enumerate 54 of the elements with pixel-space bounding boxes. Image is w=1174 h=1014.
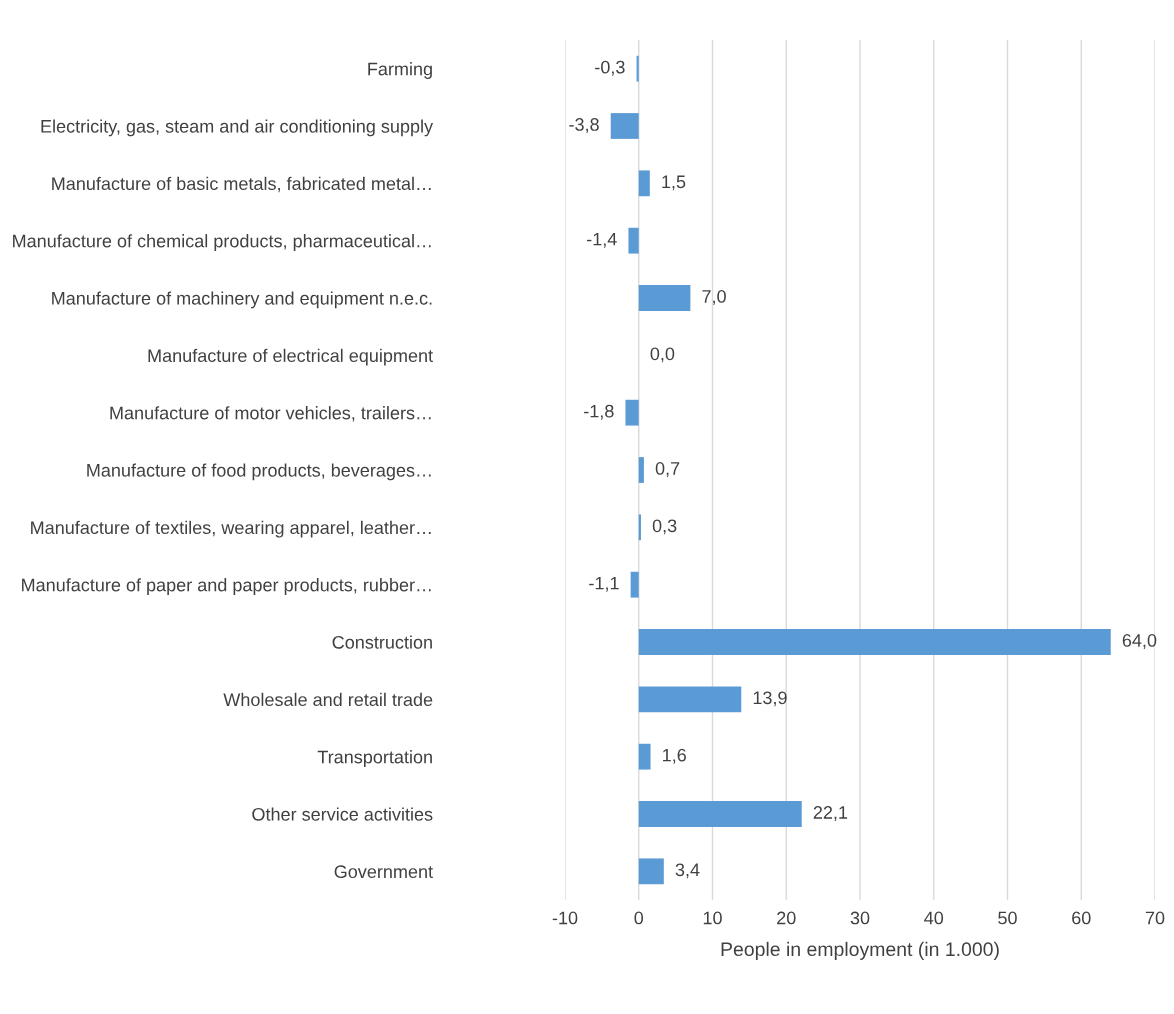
y-tick-label: Wholesale and retail trade — [223, 692, 433, 707]
bar — [638, 629, 1111, 655]
y-tick-label: Government — [334, 865, 433, 879]
bar — [638, 743, 651, 770]
bar — [636, 55, 639, 82]
y-tick-label: Manufacture of paper and paper products, rubber… — [22, 578, 431, 595]
bar — [630, 571, 639, 598]
x-tick-label: -10 — [552, 911, 578, 925]
data-label: -0,3 — [595, 60, 625, 76]
data-label: -1,1 — [589, 576, 619, 592]
bar — [625, 399, 639, 426]
y-tick-label: Farming — [368, 62, 432, 79]
bar — [638, 686, 742, 713]
data-label: 0,7 — [655, 462, 680, 477]
data-label: 3,4 — [675, 863, 700, 879]
x-tick-label: 50 — [998, 911, 1017, 925]
x-tick-label: 30 — [850, 911, 870, 925]
y-tick-label: Electricity, gas, steam and air conditioning supply — [41, 119, 434, 137]
data-label: -1,4 — [587, 232, 617, 248]
x-tick-label: 60 — [1072, 911, 1091, 925]
bar — [638, 170, 650, 197]
y-tick-label: Construction — [332, 635, 432, 649]
bar — [638, 285, 691, 311]
x-tick-label: 40 — [924, 911, 944, 925]
x-tick-label: 10 — [703, 911, 722, 925]
bar — [610, 113, 639, 139]
y-tick-label: Manufacture of chemical products, pharmaceutical… — [13, 234, 431, 251]
data-label: 0,3 — [652, 519, 677, 535]
x-tick-label: 20 — [777, 911, 796, 925]
data-label: 64,0 — [1122, 634, 1157, 649]
data-label: 1,6 — [663, 748, 686, 764]
y-tick-label: Manufacture of electrical equipment — [148, 348, 433, 366]
bar — [638, 457, 644, 483]
x-tick-label: 0 — [634, 911, 644, 925]
data-label: 13,9 — [753, 691, 787, 707]
x-axis-title: People in employment (in 1.000) — [721, 941, 999, 960]
y-tick-label: Manufacture of machinery and equipment n.e.c. — [52, 291, 432, 309]
x-tick-label: 70 — [1145, 911, 1165, 925]
y-tick-label: Manufacture of motor vehicles, trailers… — [110, 406, 431, 422]
data-label: 1,5 — [662, 175, 686, 191]
data-label: -1,8 — [584, 404, 614, 420]
data-label: 7,0 — [702, 290, 726, 305]
data-label: -3,8 — [569, 118, 599, 133]
data-label: 22,1 — [813, 806, 848, 821]
bar — [628, 227, 639, 254]
y-tick-label: Manufacture of textiles, wearing apparel, leather… — [31, 520, 431, 538]
bar — [638, 801, 802, 827]
y-tick-label: Manufacture of basic metals, fabricated metal… — [52, 176, 431, 193]
bar — [638, 858, 664, 885]
y-tick-label: Manufacture of food products, beverages… — [87, 463, 431, 481]
y-tick-label: Other service activities — [252, 807, 433, 821]
y-tick-label: Transportation — [317, 750, 432, 767]
bar — [638, 514, 641, 541]
data-label: 0,0 — [650, 347, 675, 363]
